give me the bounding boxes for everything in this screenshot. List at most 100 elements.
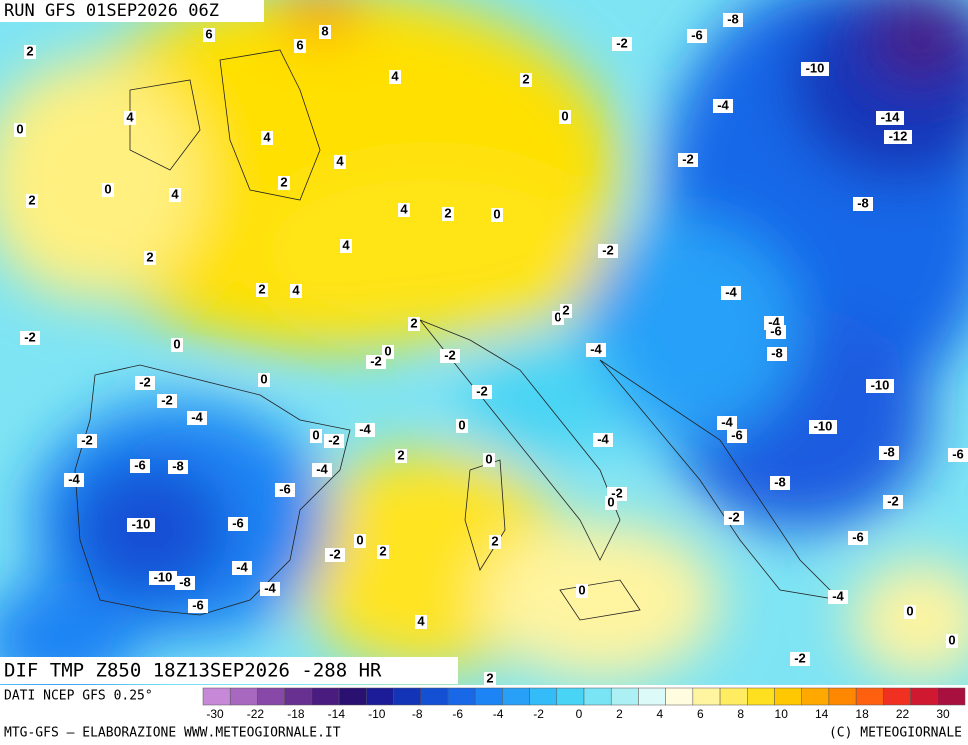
contour-label-bg bbox=[883, 495, 903, 509]
colorbar-swatch bbox=[420, 687, 449, 706]
contour-label-bg bbox=[261, 131, 273, 145]
contour-label-bg bbox=[884, 130, 912, 144]
contour-label: -8 bbox=[172, 458, 184, 473]
contour-label-bg bbox=[724, 511, 744, 525]
contour-label: -4 bbox=[590, 341, 602, 356]
contour-label-bg bbox=[395, 449, 407, 463]
contour-label-bg bbox=[377, 545, 389, 559]
colorbar-tick-label: 6 bbox=[697, 707, 704, 721]
contour-label-bg bbox=[790, 652, 810, 666]
colorbar-swatch bbox=[665, 687, 694, 706]
colorbar-tick-label: -18 bbox=[287, 707, 305, 721]
contour-label-bg bbox=[472, 385, 492, 399]
contour-label: -4 bbox=[316, 461, 328, 476]
colorbar-swatch bbox=[801, 687, 830, 706]
contour-label-bg bbox=[203, 28, 215, 42]
contour-label-bg bbox=[766, 325, 786, 339]
contour-label: -10 bbox=[814, 418, 833, 433]
contour-label: -8 bbox=[179, 574, 191, 589]
colorbar-swatch bbox=[257, 687, 285, 706]
contour-label-bg bbox=[354, 534, 366, 548]
contour-label: 0 bbox=[356, 532, 363, 547]
contour-label-bg bbox=[770, 476, 790, 490]
contour-label: 2 bbox=[522, 71, 529, 86]
contour-label-bg bbox=[687, 29, 707, 43]
colorbar-swatch bbox=[338, 687, 367, 706]
contour-label: -10 bbox=[132, 516, 151, 531]
contour-label-bg bbox=[491, 208, 503, 222]
field-label: DIF TMP Z850 18Z13SEP2026 -288 HR bbox=[4, 660, 382, 682]
contour-label-bg bbox=[442, 207, 454, 221]
contour-label: 4 bbox=[171, 186, 179, 201]
contour-label-bg bbox=[168, 460, 188, 474]
contour-label-bg bbox=[294, 39, 306, 53]
contour-label-bg bbox=[876, 111, 904, 125]
contour-label-bg bbox=[290, 284, 302, 298]
contour-label: -10 bbox=[154, 569, 173, 584]
contour-label: -6 bbox=[232, 515, 244, 530]
contour-label: -4 bbox=[264, 580, 276, 595]
contour-label-bg bbox=[866, 379, 894, 393]
contour-label: 0 bbox=[607, 494, 614, 509]
colorbar-swatch bbox=[747, 687, 775, 706]
contour-label-bg bbox=[612, 37, 632, 51]
colorbar-swatch bbox=[774, 687, 802, 706]
run-box bbox=[0, 0, 264, 22]
contour-label: -2 bbox=[329, 546, 341, 561]
contour-label-bg bbox=[727, 429, 747, 443]
contour-label: 4 bbox=[336, 153, 344, 168]
contour-label: 4 bbox=[263, 129, 271, 144]
contour-label-bg bbox=[169, 188, 181, 202]
contour-label: 0 bbox=[578, 582, 585, 597]
contour-label: -2 bbox=[794, 650, 806, 665]
colorbar-tick-label: 18 bbox=[855, 707, 869, 721]
colorbar-tick-label: -4 bbox=[493, 707, 504, 721]
colorbar-swatch bbox=[202, 687, 231, 706]
contour-label: 0 bbox=[906, 603, 913, 618]
contour-label-bg bbox=[678, 153, 698, 167]
contour-label: -6 bbox=[134, 457, 146, 472]
colorbar-swatch bbox=[937, 687, 966, 706]
contour-label: -4 bbox=[68, 471, 80, 486]
field-box bbox=[0, 657, 458, 684]
contour-label-bg bbox=[310, 429, 322, 443]
contour-label: 4 bbox=[417, 613, 425, 628]
colorbar-swatch bbox=[910, 687, 939, 706]
colorbar-swatch bbox=[828, 687, 857, 706]
contour-label: 0 bbox=[384, 343, 391, 358]
contour-label-bg bbox=[559, 110, 571, 124]
contour-label-bg bbox=[879, 446, 899, 460]
contour-label-bg bbox=[258, 373, 270, 387]
colorbar-swatch bbox=[284, 687, 313, 706]
contour-label: -2 bbox=[370, 353, 382, 368]
contour-label: -2 bbox=[476, 383, 488, 398]
contour-label: 0 bbox=[260, 371, 267, 386]
contour-label: 2 bbox=[562, 302, 569, 317]
colorbar-tick-label: 14 bbox=[815, 707, 829, 721]
contour-label-bg bbox=[64, 473, 84, 487]
contour-label-bg bbox=[560, 304, 572, 318]
colorbar-tick-label: -10 bbox=[368, 707, 386, 721]
contour-label: 8 bbox=[321, 23, 328, 38]
contour-label: 0 bbox=[16, 121, 23, 136]
contour-label: 0 bbox=[458, 417, 465, 432]
contour-label-bg bbox=[232, 561, 252, 575]
contour-label-bg bbox=[948, 448, 968, 462]
contour-label: 2 bbox=[410, 315, 417, 330]
contour-label-bg bbox=[598, 244, 618, 258]
contour-label-bg bbox=[275, 483, 295, 497]
contour-label-bg bbox=[334, 155, 346, 169]
contour-label: 2 bbox=[146, 249, 153, 264]
contour-label: 2 bbox=[397, 447, 404, 462]
colorbar: -30 -22 -18 -14 -10 -8 -6 -4 -2 0 2 4 6 8 10 14 18 22 30 bbox=[202, 687, 966, 721]
contour-label-bg bbox=[324, 434, 344, 448]
contour-label: -2 bbox=[682, 151, 694, 166]
contour-label-bg bbox=[853, 197, 873, 211]
colorbar-tick-label: 0 bbox=[576, 707, 583, 721]
contour-label-bg bbox=[187, 411, 207, 425]
colorbar-swatch bbox=[638, 687, 666, 706]
contour-label: 2 bbox=[486, 670, 493, 685]
contour-label: -4 bbox=[721, 414, 733, 429]
contour-label-bg bbox=[713, 99, 733, 113]
